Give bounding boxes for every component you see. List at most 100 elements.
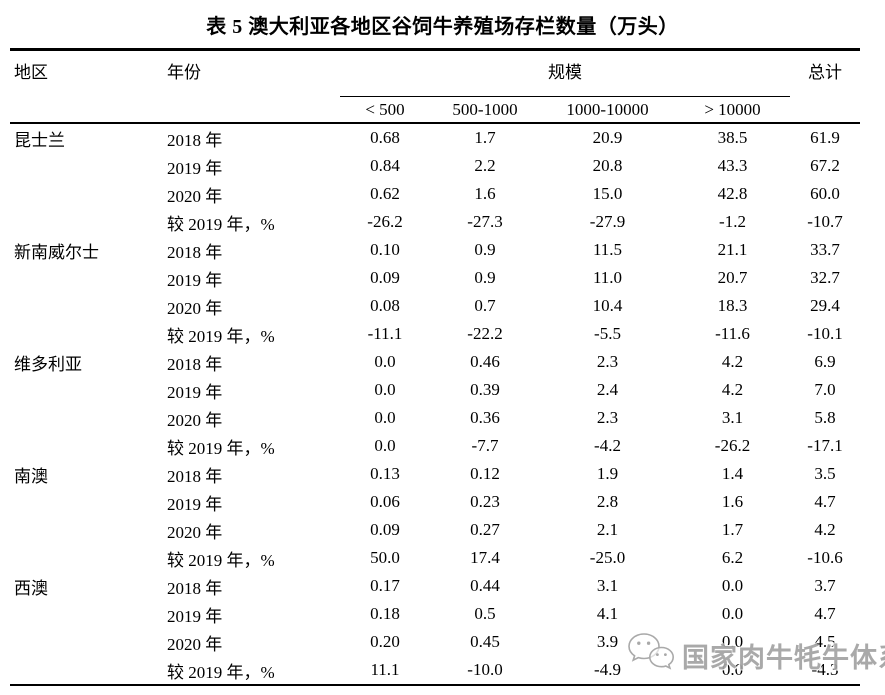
table-row: 西澳 2018 年 0.17 0.44 3.1 0.0 3.7	[10, 572, 860, 600]
year-cell: 2019 年	[167, 158, 223, 178]
value-cell: 3.9	[596, 632, 619, 651]
value-cell: 3.5	[814, 464, 836, 483]
header-row-2: < 500 500-1000 1000-10000 > 10000	[10, 96, 860, 124]
value-cell: 1.9	[596, 464, 619, 483]
value-cell: -10.0	[467, 660, 503, 679]
table-row: 2019 年 0.0 0.39 2.4 4.2 7.0	[10, 376, 860, 404]
region-cell	[10, 516, 165, 544]
region-cell	[10, 376, 165, 404]
region-cell	[10, 600, 165, 628]
value-cell: -11.6	[715, 324, 750, 343]
value-cell: 0.7	[474, 296, 496, 315]
region-cell	[10, 320, 165, 348]
value-cell: 0.5	[474, 604, 496, 623]
table-row: 2019 年 0.09 0.9 11.0 20.7 32.7	[10, 264, 860, 292]
year-cell: 2019 年	[167, 270, 223, 290]
value-cell: 0.39	[470, 380, 500, 399]
value-cell: -27.3	[467, 212, 503, 231]
year-cell: 2020 年	[167, 522, 223, 542]
year-cell: 2020 年	[167, 634, 223, 654]
year-cell: 较 2019 年，%	[167, 438, 275, 458]
value-cell: 50.0	[370, 548, 400, 567]
value-cell: 4.5	[814, 632, 836, 651]
value-cell: 4.2	[721, 352, 744, 371]
value-cell: 0.12	[470, 464, 500, 483]
value-cell: -7.7	[471, 436, 499, 455]
value-cell: 0.20	[370, 632, 400, 651]
value-cell: 11.1	[370, 660, 400, 679]
region-cell: 昆士兰	[14, 130, 65, 150]
value-cell: 0.84	[370, 156, 400, 175]
year-cell: 2020 年	[167, 298, 223, 318]
table-row: 昆士兰 2018 年 0.68 1.7 20.9 38.5 61.9	[10, 123, 860, 152]
region-cell	[10, 152, 165, 180]
table-row: 维多利亚 2018 年 0.0 0.46 2.3 4.2 6.9	[10, 348, 860, 376]
value-cell: -11.1	[367, 324, 403, 343]
value-cell: 0.17	[370, 576, 400, 595]
region-cell	[10, 208, 165, 236]
value-cell: 0.09	[370, 268, 400, 287]
header-total: 总计	[790, 49, 860, 124]
value-cell: 2.3	[596, 352, 619, 371]
value-cell: 0.0	[721, 604, 744, 623]
value-cell: 1.7	[721, 520, 744, 539]
value-cell: 3.1	[596, 576, 619, 595]
value-cell: 5.8	[814, 408, 836, 427]
year-cell: 较 2019 年，%	[167, 662, 275, 682]
year-cell: 2018 年	[167, 130, 223, 150]
region-cell	[10, 488, 165, 516]
region-cell	[10, 656, 165, 685]
value-cell: 0.0	[721, 660, 744, 679]
value-cell: -26.2	[714, 436, 751, 455]
value-cell: 4.1	[596, 604, 619, 623]
value-cell: 38.5	[717, 128, 748, 147]
value-cell: 6.2	[721, 548, 744, 567]
value-cell: 1.7	[474, 128, 496, 147]
value-cell: 4.2	[721, 380, 744, 399]
value-cell: -1.2	[719, 212, 746, 231]
value-cell: 1.6	[474, 184, 496, 203]
year-cell: 较 2019 年，%	[167, 550, 275, 570]
value-cell: -22.2	[467, 324, 503, 343]
table-row: 较 2019 年，% 0.0 -7.7 -4.2 -26.2 -17.1	[10, 432, 860, 460]
value-cell: 43.3	[717, 156, 748, 175]
table-row: 2020 年 0.08 0.7 10.4 18.3 29.4	[10, 292, 860, 320]
value-cell: 0.62	[370, 184, 400, 203]
year-cell: 2018 年	[167, 466, 223, 486]
value-cell: 4.7	[814, 604, 836, 623]
value-cell: 3.7	[814, 576, 836, 595]
value-cell: 3.1	[721, 408, 744, 427]
region-cell	[10, 628, 165, 656]
table-row: 2020 年 0.09 0.27 2.1 1.7 4.2	[10, 516, 860, 544]
year-cell: 2018 年	[167, 578, 223, 598]
value-cell: 0.13	[370, 464, 400, 483]
table-row: 较 2019 年，% -26.2 -27.3 -27.9 -1.2 -10.7	[10, 208, 860, 236]
value-cell: 0.0	[374, 380, 396, 399]
value-cell: 2.3	[596, 408, 619, 427]
value-cell: 0.9	[474, 240, 496, 259]
value-cell: -17.1	[807, 436, 843, 455]
table-row: 2019 年 0.84 2.2 20.8 43.3 67.2	[10, 152, 860, 180]
table-row: 新南威尔士 2018 年 0.10 0.9 11.5 21.1 33.7	[10, 236, 860, 264]
value-cell: -26.2	[367, 212, 403, 231]
value-cell: 0.10	[370, 240, 400, 259]
region-cell	[10, 432, 165, 460]
value-cell: 21.1	[717, 240, 748, 259]
region-cell: 维多利亚	[14, 354, 82, 374]
table-body: 昆士兰 2018 年 0.68 1.7 20.9 38.5 61.9 2019 年 0.84 2.…	[10, 123, 860, 685]
table-row: 南澳 2018 年 0.13 0.12 1.9 1.4 3.5	[10, 460, 860, 488]
year-cell: 2019 年	[167, 494, 223, 514]
header-region: 地区	[10, 49, 165, 124]
table-row: 较 2019 年，% 11.1 -10.0 -4.9 0.0 -4.3	[10, 656, 860, 685]
value-cell: 0.0	[374, 352, 396, 371]
value-cell: 0.45	[470, 632, 500, 651]
header-scale-1000-10000: 1000-10000	[540, 96, 675, 124]
value-cell: 0.0	[374, 408, 396, 427]
year-cell: 2018 年	[167, 242, 223, 262]
value-cell: 29.4	[810, 296, 840, 315]
region-cell: 新南威尔士	[14, 242, 99, 262]
value-cell: 0.46	[470, 352, 500, 371]
value-cell: 61.9	[810, 128, 840, 147]
feedlot-inventory-table: 地区 年份 规模 总计 < 500 500-1000 1000-10000 > …	[10, 48, 860, 686]
